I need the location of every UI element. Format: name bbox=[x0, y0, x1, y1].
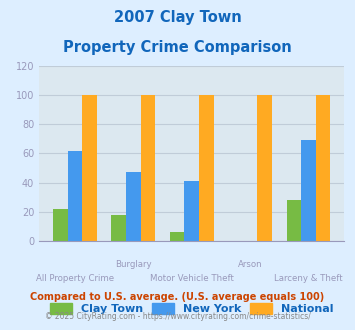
Bar bbox=[184, 181, 199, 241]
Bar bbox=[286, 200, 301, 241]
Bar bbox=[257, 95, 272, 241]
Bar bbox=[301, 140, 316, 241]
Text: Arson: Arson bbox=[238, 260, 262, 269]
Text: Compared to U.S. average. (U.S. average equals 100): Compared to U.S. average. (U.S. average … bbox=[31, 292, 324, 302]
Bar bbox=[53, 209, 67, 241]
Text: Larceny & Theft: Larceny & Theft bbox=[274, 274, 343, 283]
Text: Property Crime Comparison: Property Crime Comparison bbox=[63, 40, 292, 54]
Bar bbox=[316, 95, 331, 241]
Text: 2007 Clay Town: 2007 Clay Town bbox=[114, 10, 241, 25]
Bar bbox=[170, 232, 184, 241]
Bar bbox=[67, 150, 82, 241]
Bar bbox=[111, 214, 126, 241]
Text: All Property Crime: All Property Crime bbox=[36, 274, 114, 283]
Text: © 2025 CityRating.com - https://www.cityrating.com/crime-statistics/: © 2025 CityRating.com - https://www.city… bbox=[45, 312, 310, 321]
Text: Burglary: Burglary bbox=[115, 260, 152, 269]
Text: Motor Vehicle Theft: Motor Vehicle Theft bbox=[150, 274, 234, 283]
Bar bbox=[141, 95, 155, 241]
Legend: Clay Town, New York, National: Clay Town, New York, National bbox=[45, 299, 338, 319]
Bar bbox=[82, 95, 97, 241]
Bar bbox=[199, 95, 214, 241]
Bar bbox=[126, 172, 141, 241]
